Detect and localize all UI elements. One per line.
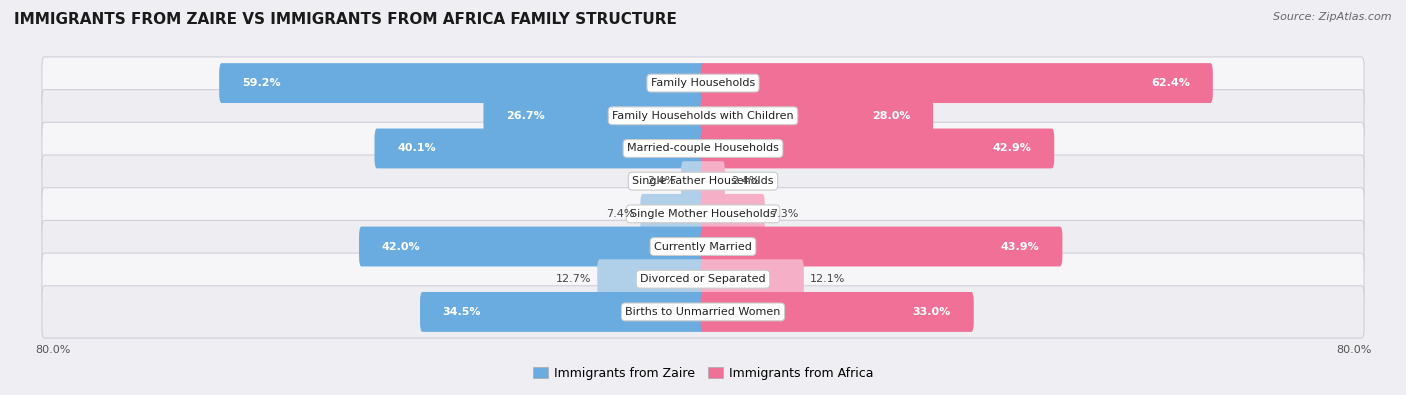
Text: 12.7%: 12.7% — [557, 274, 592, 284]
Text: Single Father Households: Single Father Households — [633, 176, 773, 186]
Text: 28.0%: 28.0% — [872, 111, 910, 121]
Text: 62.4%: 62.4% — [1152, 78, 1189, 88]
FancyBboxPatch shape — [700, 227, 1063, 267]
Text: 7.3%: 7.3% — [770, 209, 799, 219]
Text: Married-couple Households: Married-couple Households — [627, 143, 779, 154]
Text: 12.1%: 12.1% — [810, 274, 845, 284]
FancyBboxPatch shape — [700, 128, 1054, 168]
Text: Single Mother Households: Single Mother Households — [630, 209, 776, 219]
FancyBboxPatch shape — [681, 161, 706, 201]
FancyBboxPatch shape — [219, 63, 706, 103]
FancyBboxPatch shape — [700, 292, 974, 332]
FancyBboxPatch shape — [700, 194, 765, 234]
Text: 59.2%: 59.2% — [242, 78, 281, 88]
FancyBboxPatch shape — [42, 122, 1364, 175]
Text: 26.7%: 26.7% — [506, 111, 546, 121]
Text: 33.0%: 33.0% — [912, 307, 950, 317]
Text: Source: ZipAtlas.com: Source: ZipAtlas.com — [1274, 12, 1392, 22]
Text: Divorced or Separated: Divorced or Separated — [640, 274, 766, 284]
Text: Family Households with Children: Family Households with Children — [612, 111, 794, 121]
FancyBboxPatch shape — [484, 96, 706, 136]
FancyBboxPatch shape — [42, 220, 1364, 273]
FancyBboxPatch shape — [598, 259, 706, 299]
FancyBboxPatch shape — [42, 286, 1364, 338]
Text: 2.4%: 2.4% — [731, 176, 759, 186]
Text: Family Households: Family Households — [651, 78, 755, 88]
FancyBboxPatch shape — [42, 57, 1364, 109]
FancyBboxPatch shape — [42, 155, 1364, 207]
Text: 2.4%: 2.4% — [647, 176, 675, 186]
FancyBboxPatch shape — [700, 63, 1213, 103]
Text: 40.1%: 40.1% — [398, 143, 436, 154]
Text: 42.0%: 42.0% — [382, 241, 420, 252]
Legend: Immigrants from Zaire, Immigrants from Africa: Immigrants from Zaire, Immigrants from A… — [527, 362, 879, 385]
Text: Currently Married: Currently Married — [654, 241, 752, 252]
FancyBboxPatch shape — [700, 259, 804, 299]
FancyBboxPatch shape — [420, 292, 706, 332]
FancyBboxPatch shape — [700, 161, 725, 201]
FancyBboxPatch shape — [42, 90, 1364, 142]
Text: Births to Unmarried Women: Births to Unmarried Women — [626, 307, 780, 317]
FancyBboxPatch shape — [640, 194, 706, 234]
FancyBboxPatch shape — [359, 227, 706, 267]
FancyBboxPatch shape — [700, 96, 934, 136]
Text: IMMIGRANTS FROM ZAIRE VS IMMIGRANTS FROM AFRICA FAMILY STRUCTURE: IMMIGRANTS FROM ZAIRE VS IMMIGRANTS FROM… — [14, 12, 676, 27]
FancyBboxPatch shape — [42, 253, 1364, 305]
Text: 34.5%: 34.5% — [443, 307, 481, 317]
Text: 43.9%: 43.9% — [1001, 241, 1039, 252]
Text: 7.4%: 7.4% — [606, 209, 634, 219]
FancyBboxPatch shape — [374, 128, 706, 168]
Text: 42.9%: 42.9% — [993, 143, 1032, 154]
FancyBboxPatch shape — [42, 188, 1364, 240]
